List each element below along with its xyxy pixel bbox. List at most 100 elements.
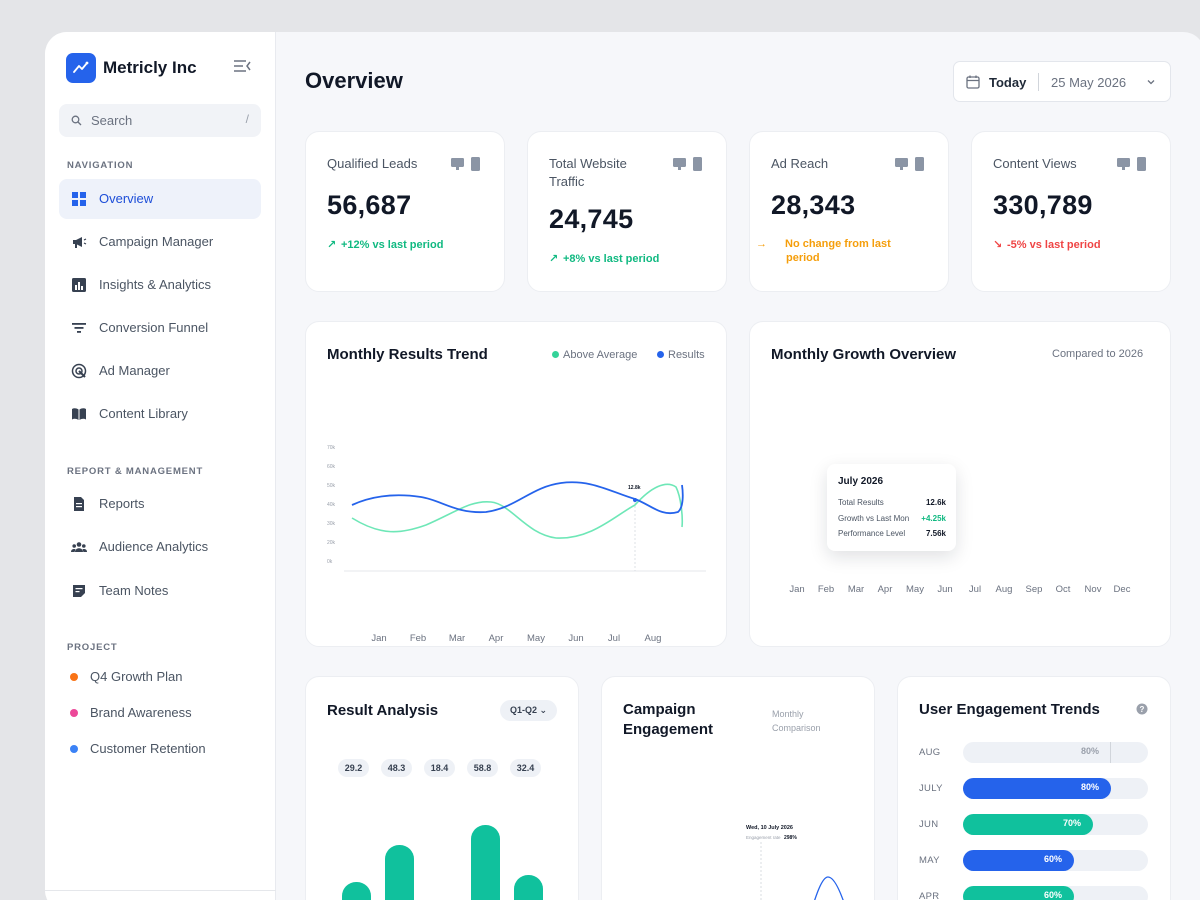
document-icon	[74, 497, 84, 511]
device-icons	[895, 157, 924, 171]
engagement-bar-track: 60%	[963, 850, 1148, 871]
sidebar-item-audience-analytics[interactable]: Audience Analytics	[59, 527, 261, 567]
tooltip-row: Total Results 12.6k	[838, 498, 946, 507]
project-item[interactable]: Brand Awareness	[59, 700, 261, 726]
tooltip-row: Performance Level 7.56k	[838, 529, 946, 538]
sidebar-item-label: Conversion Funnel	[99, 320, 209, 335]
kpi-delta-text: -5% vs last period	[1007, 239, 1101, 251]
project-item[interactable]: Customer Retention	[59, 736, 261, 762]
legend-dot	[657, 351, 664, 358]
kpi-card-qualified-leads: Qualified Leads 56,687 ↗ +12% vs last per…	[305, 131, 505, 292]
calendar-icon	[966, 75, 980, 89]
sidebar-divider	[45, 890, 276, 891]
x-tick: Dec	[1113, 584, 1131, 595]
brand-name: Metricly Inc	[103, 58, 197, 77]
device-icons	[673, 157, 702, 171]
kpi-card-website-traffic: Total Website Traffic 24,745 ↗ +8% vs las…	[527, 131, 727, 292]
y-tick: 50k	[327, 483, 336, 489]
sidebar-item-insights-analytics[interactable]: Insights & Analytics	[59, 265, 261, 305]
target-icon	[71, 363, 87, 379]
x-tick: Feb	[409, 633, 427, 644]
engagement-bar-value: 80%	[1081, 782, 1100, 792]
x-tick: Apr	[877, 584, 893, 595]
x-tick: Mar	[847, 584, 865, 595]
help-icon[interactable]: ?	[1136, 703, 1148, 715]
kpi-delta-text: No change from last period	[785, 238, 891, 264]
arrow-up-right-icon: ↗	[327, 239, 337, 251]
project-label: Q4 Growth Plan	[90, 669, 183, 684]
x-tick: Aug	[644, 633, 662, 644]
engagement-bar-fill: 60%	[963, 886, 1074, 900]
result-analysis-card: Result Analysis Q1-Q2 ⌄ 29.2 48.3 18.4 58.8…	[305, 676, 579, 900]
x-tick: Jul	[607, 633, 621, 644]
engagement-bar-value: 60%	[1044, 854, 1063, 864]
x-tick: Jan	[371, 633, 387, 644]
sidebar-item-ad-manager[interactable]: Ad Manager	[59, 351, 261, 391]
kpi-delta: ↗ +12% vs last period	[327, 238, 443, 252]
sidebar-item-label: Reports	[99, 496, 145, 511]
date-picker[interactable]: Today 25 May 2026	[953, 61, 1171, 102]
people-icon	[71, 542, 87, 552]
marker-point	[633, 498, 637, 502]
search-input[interactable]: Search /	[59, 104, 261, 137]
note-icon	[73, 585, 85, 597]
svg-text:?: ?	[1140, 705, 1145, 714]
date-picker-separator	[1038, 73, 1039, 91]
sidebar-item-label: Overview	[99, 191, 154, 206]
search-icon	[71, 115, 82, 126]
engagement-bar-track: 80%	[963, 742, 1148, 763]
sidebar: Metricly Inc Search / NAVIGATION Overvie…	[45, 32, 276, 900]
sidebar-item-overview[interactable]: Overview	[59, 179, 261, 219]
trend-chart: 70k 60k 50k 40k 30k 20k 0k 12.8k	[327, 445, 706, 572]
engagement-month-label: AUG	[919, 747, 941, 758]
card-title: Monthly Results Trend	[327, 346, 488, 363]
y-tick: 60k	[327, 464, 336, 470]
kpi-card-ad-reach: Ad Reach 28,343 → No change from last per…	[749, 131, 949, 292]
legend-label: Above Average	[563, 349, 638, 361]
engagement-month-label: JULY	[919, 783, 943, 794]
kpi-delta-text: +8% vs last period	[563, 253, 660, 265]
x-tick: Jun	[568, 633, 584, 644]
tooltip-row-value: +4.25k	[921, 514, 946, 523]
book-icon	[72, 408, 86, 420]
campaign-engagement-card: Campaign Engagement Monthly Comparison W…	[601, 676, 875, 900]
tooltip-row-value: 12.6k	[925, 498, 946, 507]
sidebar-item-campaign-manager[interactable]: Campaign Manager	[59, 222, 261, 262]
sidebar-item-reports[interactable]: Reports	[59, 484, 261, 524]
project-item[interactable]: Q4 Growth Plan	[59, 664, 261, 690]
kpi-delta: → No change from last period	[756, 237, 911, 265]
arrow-right-icon: →	[756, 238, 767, 250]
kpi-value: 56,687	[327, 190, 412, 220]
engagement-bar-track: 80%	[963, 778, 1148, 799]
arrow-up-right-icon: ↗	[549, 253, 559, 265]
device-icons	[1117, 157, 1146, 171]
x-tick: Jul	[968, 584, 982, 595]
quarter-filter-dropdown[interactable]: Q1-Q2 ⌄	[500, 700, 557, 721]
sidebar-item-label: Campaign Manager	[99, 234, 214, 249]
bar-value-label: 18.4	[424, 759, 455, 777]
legend-above-average: Above Average	[552, 349, 637, 361]
sidebar-item-label: Team Notes	[99, 583, 169, 598]
chevron-down-icon: ⌄	[539, 705, 548, 715]
tooltip-row-label: Performance Level	[838, 529, 906, 538]
bar-value-label: 58.8	[467, 759, 498, 777]
above-average-line	[351, 483, 684, 539]
y-tick: 0k	[327, 559, 333, 565]
date-picker-today: Today	[989, 75, 1027, 90]
kpi-value: 24,745	[549, 204, 634, 234]
legend-label: Results	[668, 349, 705, 361]
kpi-label: Content Views	[993, 156, 1077, 171]
x-tick: Feb	[817, 584, 835, 595]
sidebar-item-team-notes[interactable]: Team Notes	[59, 571, 261, 611]
bar-value-label: 48.3	[381, 759, 412, 777]
x-tick: Jun	[937, 584, 953, 595]
search-placeholder: Search	[91, 113, 133, 128]
y-tick: 70k	[327, 445, 336, 451]
sidebar-item-content-library[interactable]: Content Library	[59, 394, 261, 434]
collapse-sidebar-icon[interactable]	[233, 59, 251, 78]
tooltip-row-label: Total Results	[838, 498, 884, 507]
engagement-bar-value: 60%	[1044, 890, 1063, 900]
compare-label: Compared to 2026	[1052, 348, 1144, 360]
sidebar-item-conversion-funnel[interactable]: Conversion Funnel	[59, 308, 261, 348]
tooltip-value: 298%	[784, 835, 797, 841]
